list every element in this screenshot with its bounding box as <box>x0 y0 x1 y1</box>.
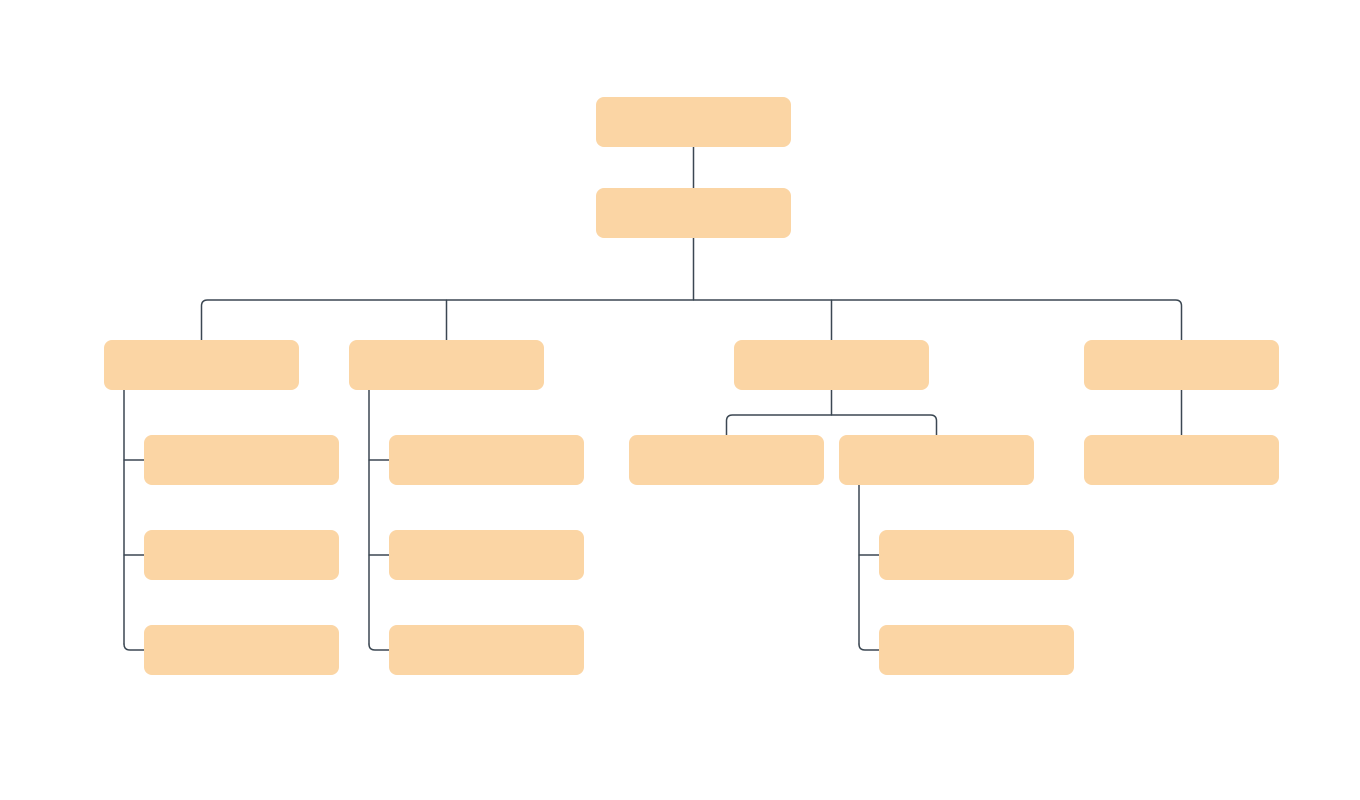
org-node-root <box>596 97 791 147</box>
org-node-b1c2 <box>144 530 339 580</box>
org-node-b1 <box>104 340 299 390</box>
org-chart <box>0 0 1360 800</box>
org-node-b3r <box>839 435 1034 485</box>
org-node-b2c1 <box>389 435 584 485</box>
org-node-b3 <box>734 340 929 390</box>
org-node-b3rc1 <box>879 530 1074 580</box>
org-node-b4c1 <box>1084 435 1279 485</box>
org-node-b3rc2 <box>879 625 1074 675</box>
org-node-b2c2 <box>389 530 584 580</box>
org-node-b2 <box>349 340 544 390</box>
org-node-b1c1 <box>144 435 339 485</box>
org-node-b2c3 <box>389 625 584 675</box>
org-node-b3l <box>629 435 824 485</box>
org-node-b4 <box>1084 340 1279 390</box>
org-node-lvl1 <box>596 188 791 238</box>
org-node-b1c3 <box>144 625 339 675</box>
